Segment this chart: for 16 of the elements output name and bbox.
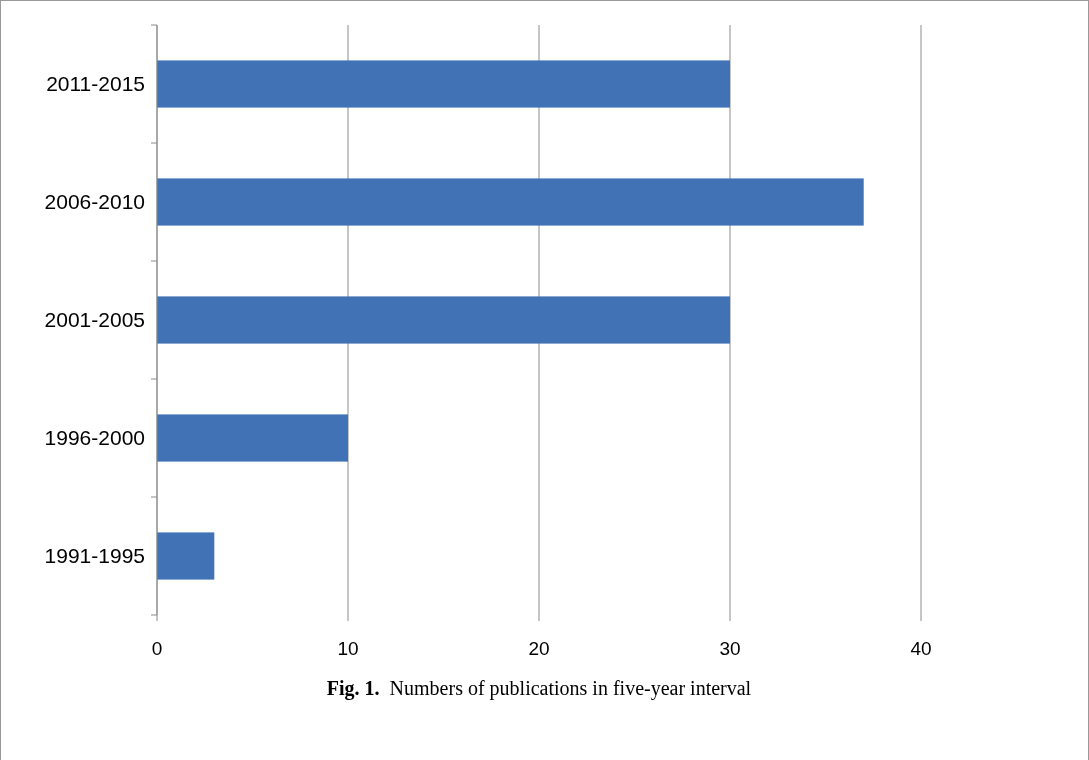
y-tick-label: 1991-1995: [44, 544, 145, 568]
caption: Fig. 1. Numbers of publications in five-year interval: [326, 677, 752, 700]
bar: [157, 532, 215, 580]
y-tick-label: 2001-2005: [44, 308, 145, 332]
y-tick-label: 2011-2015: [46, 72, 145, 96]
bar: [157, 414, 348, 462]
bar: [157, 296, 730, 344]
bar: [157, 60, 730, 108]
x-tick-label: 20: [528, 638, 550, 659]
x-tick-label: 0: [151, 638, 163, 659]
y-tick-label: 2006-2010: [44, 190, 145, 214]
y-tick-label: 1996-2000: [44, 426, 145, 450]
bar: [157, 178, 864, 226]
x-tick-label: 10: [337, 638, 359, 659]
x-tick-label: 40: [910, 638, 932, 659]
x-tick-label: 30: [719, 638, 741, 659]
